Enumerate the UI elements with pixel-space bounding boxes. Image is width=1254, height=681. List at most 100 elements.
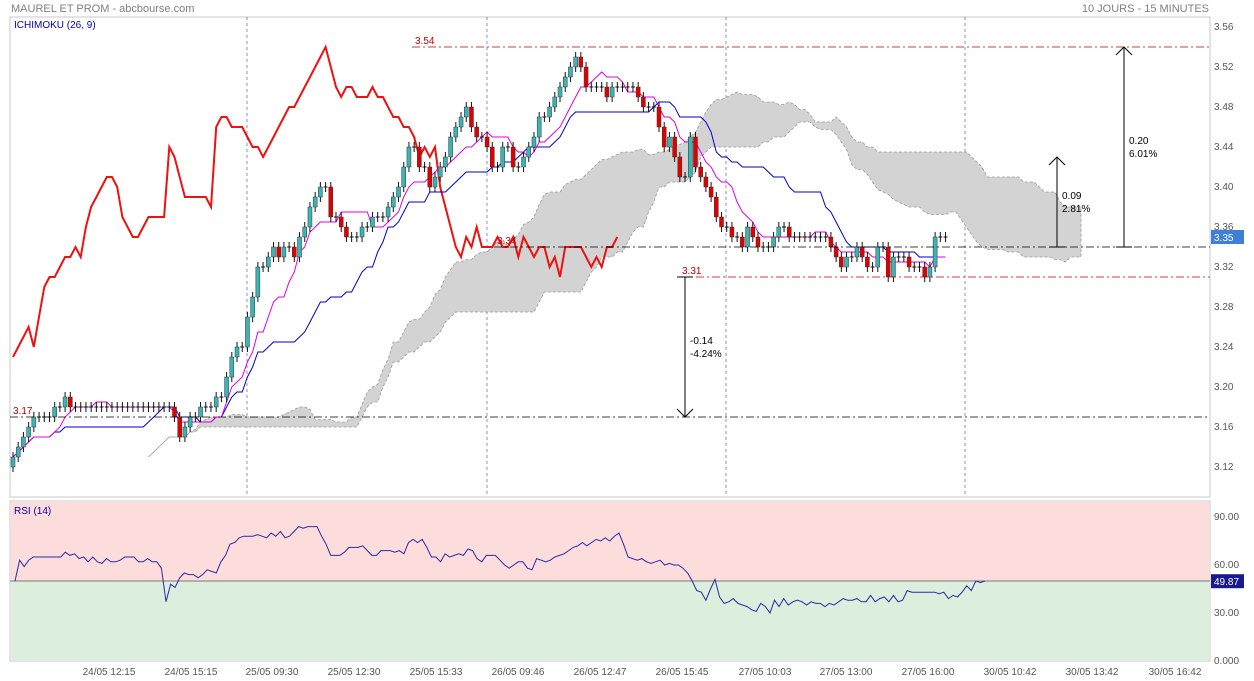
candle-up [224,376,229,398]
candle-up [463,106,469,118]
candle-up [437,166,443,178]
time-tick-label: 27/05 13:00 [820,667,873,678]
price-tick-label: 3.40 [1214,182,1234,193]
time-tick-label: 26/05 15:45 [656,667,709,678]
candle-down [338,216,344,228]
time-tick-label: 30/05 13:42 [1066,667,1119,678]
candle-up [391,196,396,208]
candle-down [583,66,589,88]
last-price-value: 3.35 [1214,233,1234,244]
time-tick-label: 30/05 16:42 [1149,667,1202,678]
candle-down [922,266,927,278]
candle-up [307,206,313,228]
rsi-tick-label: 90.00 [1214,512,1239,523]
candle-up [609,86,615,98]
candle-up [688,136,693,178]
rsi-line [14,526,986,615]
measure-arrowhead [1115,46,1133,56]
candle-up [406,146,412,168]
candle-up [245,316,250,348]
candle-down [729,226,735,238]
rsi-last-tag [1211,574,1244,589]
candle-down [839,256,844,268]
candle-up [52,406,57,418]
time-tick-label: 25/05 15:33 [410,667,463,678]
price-tick-label: 3.20 [1214,382,1234,393]
candle-up [250,296,255,318]
time-tick-label: 25/05 09:30 [246,667,299,678]
measure-percent: -4.24% [690,349,722,360]
candle-up [15,446,21,458]
price-tick-label: 3.12 [1214,462,1234,473]
measure-percent: 2.81% [1062,204,1090,215]
price-tick-label: 3.16 [1214,422,1234,433]
candle-down [865,256,870,268]
candle-up [10,456,16,468]
level-label: 3.31 [682,266,702,277]
candle-up [359,226,365,238]
price-tick-label: 3.36 [1214,222,1234,233]
time-tick-label: 24/05 15:15 [165,667,218,678]
candle-up [213,396,219,408]
rsi-tick-label: 60.00 [1214,560,1239,571]
candle-down [708,186,714,198]
candle-down [693,136,698,168]
time-tick-label: 27/05 16:00 [902,667,955,678]
measure-arrowhead [1048,156,1066,166]
candle-down [656,106,662,128]
rsi-tick-label: 30.00 [1214,608,1239,619]
candle-up [297,236,302,258]
rsi-last-value: 49.87 [1214,577,1239,588]
chart-title: MAUREL ET PROM - abcbourse.com [11,3,195,15]
candle-down [703,176,709,188]
candle-up [521,156,526,168]
candle-down [859,246,865,258]
time-tick-label: 25/05 12:30 [328,667,381,678]
candle-down [417,146,422,168]
rsi-oversold-zone [11,581,1209,660]
candle-down [828,236,834,248]
candle-up [318,186,323,198]
time-tick-label: 30/05 10:42 [984,667,1037,678]
candle-up [458,116,464,128]
candle-down [698,166,703,178]
candle-up [198,406,203,418]
candle-up [562,76,568,88]
candle-down [755,236,761,248]
candle-up [500,146,505,168]
chart-period: 10 JOURS - 15 MINUTES [1081,3,1209,15]
measure-value: -0.14 [690,336,713,347]
candle-up [875,246,881,268]
time-tick-label: 26/05 12:47 [574,667,627,678]
candle-up [573,56,578,68]
candle-down [750,226,756,238]
candle-up [453,126,459,138]
candle-up [745,226,750,248]
candle-up [891,256,896,278]
candle-down [635,86,641,98]
rsi-tick-label: 0.000 [1214,656,1239,667]
candle-up [62,396,68,408]
candle-down [672,136,677,158]
candle-up [854,246,860,258]
chikou-span-line [12,44,619,358]
candle-up [557,86,563,98]
price-tick-label: 3.48 [1214,102,1234,113]
price-tick-label: 3.52 [1214,62,1234,73]
indicator-title: ICHIMOKU (26, 9) [14,20,96,31]
time-tick-label: 24/05 12:15 [83,667,136,678]
candle-down [833,246,839,258]
candle-up [370,216,375,228]
candle-up [531,136,537,148]
candle-down [474,126,479,138]
price-tick-label: 3.32 [1214,262,1234,273]
candle-down [786,226,792,238]
candle-down [677,156,683,178]
candle-up [229,356,235,378]
candle-up [31,416,37,428]
candle-up [844,256,849,268]
candle-down [906,256,912,268]
candle-down [292,246,297,258]
candle-up [302,226,307,238]
